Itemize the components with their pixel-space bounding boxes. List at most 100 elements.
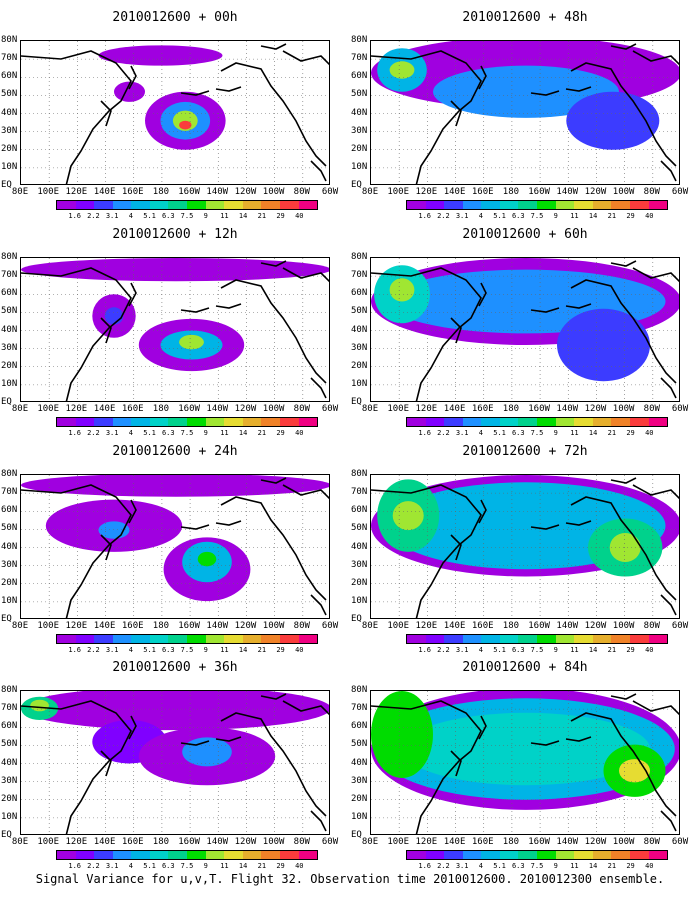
y-axis-label: 80N	[1, 685, 18, 695]
map-svg	[371, 691, 679, 834]
colorbar-swatch	[112, 201, 132, 209]
colorbar-label: 29	[626, 212, 635, 220]
colorbar-swatch	[168, 635, 188, 643]
colorbar-swatch	[131, 635, 150, 643]
colorbar-label: 2.2	[437, 429, 450, 437]
colorbar-label: 6.3	[511, 429, 525, 437]
x-axis-label: 120W	[234, 187, 257, 197]
coastline	[260, 43, 329, 66]
x-axis-label: 180	[152, 621, 170, 631]
colorbar-swatch	[187, 851, 206, 859]
y-axis-label: 30N	[351, 559, 368, 570]
map-panel	[370, 690, 680, 835]
colorbar-label: 40	[295, 429, 304, 437]
colorbar-swatch	[499, 851, 519, 859]
map-panel	[20, 474, 330, 619]
colorbar-label: 4	[128, 646, 133, 654]
colorbar-swatch	[648, 418, 668, 426]
contour-region	[21, 691, 329, 731]
coastline	[660, 377, 677, 399]
colorbar-swatch	[242, 201, 262, 209]
colorbar-label: 1.6	[68, 646, 82, 654]
coastline	[21, 50, 132, 184]
x-axis-label: 140E	[93, 187, 116, 197]
colorbar-swatch	[57, 851, 76, 859]
colorbar-swatch	[279, 635, 299, 643]
colorbar-swatch	[407, 851, 426, 859]
x-axis-label: 100E	[37, 621, 60, 631]
colorbar-swatch	[444, 635, 463, 643]
colorbar-swatch	[224, 201, 243, 209]
colorbar-swatch	[242, 635, 262, 643]
colorbar-label: 4	[478, 646, 483, 654]
colorbar-swatch	[499, 201, 519, 209]
x-axis-label: 100W	[612, 187, 635, 197]
colorbar-label: 3.1	[455, 212, 469, 220]
colorbar-label: 40	[645, 429, 654, 437]
colorbar-label: 1.6	[68, 862, 82, 870]
x-axis-label: 140W	[206, 404, 229, 414]
x-axis-label: 80W	[293, 187, 310, 197]
x-axis-label: 180	[152, 404, 170, 414]
colorbar-label: 2.2	[437, 212, 450, 220]
colorbar-swatch	[611, 635, 630, 643]
colorbar-swatch	[555, 201, 575, 209]
y-axis-label: 50N	[1, 89, 18, 100]
y-axis-label: 20N	[351, 577, 368, 588]
x-axis-label: 160E	[471, 404, 494, 414]
x-axis-label: 60W	[671, 187, 689, 197]
colorbar-label: 29	[276, 429, 285, 437]
colorbar-swatch	[168, 418, 188, 426]
x-axis-label: 80W	[643, 187, 660, 197]
y-axis-label: EQ	[1, 830, 12, 840]
y-axis-label: EQ	[351, 180, 362, 190]
colorbar-label: 2.2	[87, 429, 100, 437]
coastline	[260, 477, 329, 500]
colorbar-label: 11	[570, 862, 579, 870]
panel-title: 2010012600 + 36h	[112, 660, 238, 675]
colorbar-swatch	[57, 635, 76, 643]
colorbar-label: 21	[257, 429, 267, 437]
coastline	[310, 810, 327, 832]
x-axis-label: 180	[502, 837, 520, 847]
y-axis-label: 70N	[351, 53, 368, 64]
coastline	[100, 499, 137, 561]
coastline	[21, 700, 132, 834]
colorbar-swatch	[94, 418, 113, 426]
map-svg	[21, 41, 329, 184]
colorbar-swatch	[537, 635, 556, 643]
colorbar-label: 7.5	[180, 646, 194, 654]
coastline	[371, 484, 482, 618]
colorbar-swatch	[537, 851, 556, 859]
colorbar-label: 3.1	[105, 862, 119, 870]
colorbar-swatch	[518, 201, 538, 209]
colorbar-swatch	[425, 851, 445, 859]
y-axis-label: 70N	[351, 270, 368, 281]
colorbar-label: 21	[257, 212, 267, 220]
x-axis-label: 180	[502, 404, 520, 414]
y-axis-label: EQ	[1, 614, 12, 624]
colorbar-swatch	[57, 418, 76, 426]
colorbar-swatch	[407, 201, 426, 209]
y-axis-label: 40N	[1, 541, 18, 552]
x-axis-label: 120W	[584, 621, 607, 631]
y-axis-label: 50N	[1, 306, 18, 317]
colorbar-label: 29	[626, 862, 635, 870]
x-axis-label: 160W	[528, 187, 550, 197]
x-axis-label: 60W	[321, 621, 339, 631]
y-axis-label: 50N	[1, 523, 18, 534]
colorbar-swatch	[187, 418, 206, 426]
y-axis-label: 40N	[1, 324, 18, 335]
colorbar-label: 9	[203, 646, 208, 654]
coastline	[660, 160, 677, 182]
colorbar-label: 2.2	[437, 646, 450, 654]
colorbar-swatch	[537, 418, 556, 426]
coastline	[180, 303, 242, 313]
contour-region	[402, 712, 650, 786]
x-axis-label: 100E	[387, 837, 410, 847]
x-axis-label: 120E	[415, 404, 438, 414]
colorbar-label: 29	[276, 862, 285, 870]
x-axis-label: 140E	[93, 837, 116, 847]
colorbar-swatch	[481, 635, 500, 643]
colorbar-label: 9	[203, 862, 208, 870]
